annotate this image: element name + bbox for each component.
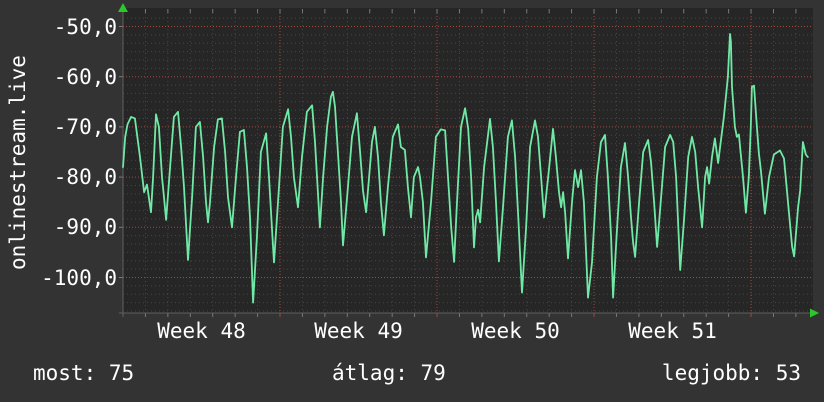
x-tick-label: Week 48 [157,319,246,343]
signal-line [122,33,809,304]
y-tick-label: -100,0 [41,265,117,290]
y-tick-label: -50,0 [53,14,117,39]
y-tick-label: -60,0 [53,64,117,89]
y-tick-label: -90,0 [53,215,117,240]
x-tick-label: Week 49 [314,319,403,343]
stat-atlag: átlag: 79 [332,361,446,385]
x-tick-label: Week 51 [628,319,717,343]
x-axis-arrow-icon [810,308,819,318]
y-tick-label: -80,0 [53,165,117,190]
stat-most: most: 75 [33,361,135,385]
stat-legjobb: legjobb: 53 [661,361,801,385]
x-tick-label: Week 50 [471,319,560,343]
y-tick-label: -70,0 [53,114,117,139]
y-axis-arrow-icon [118,3,128,12]
